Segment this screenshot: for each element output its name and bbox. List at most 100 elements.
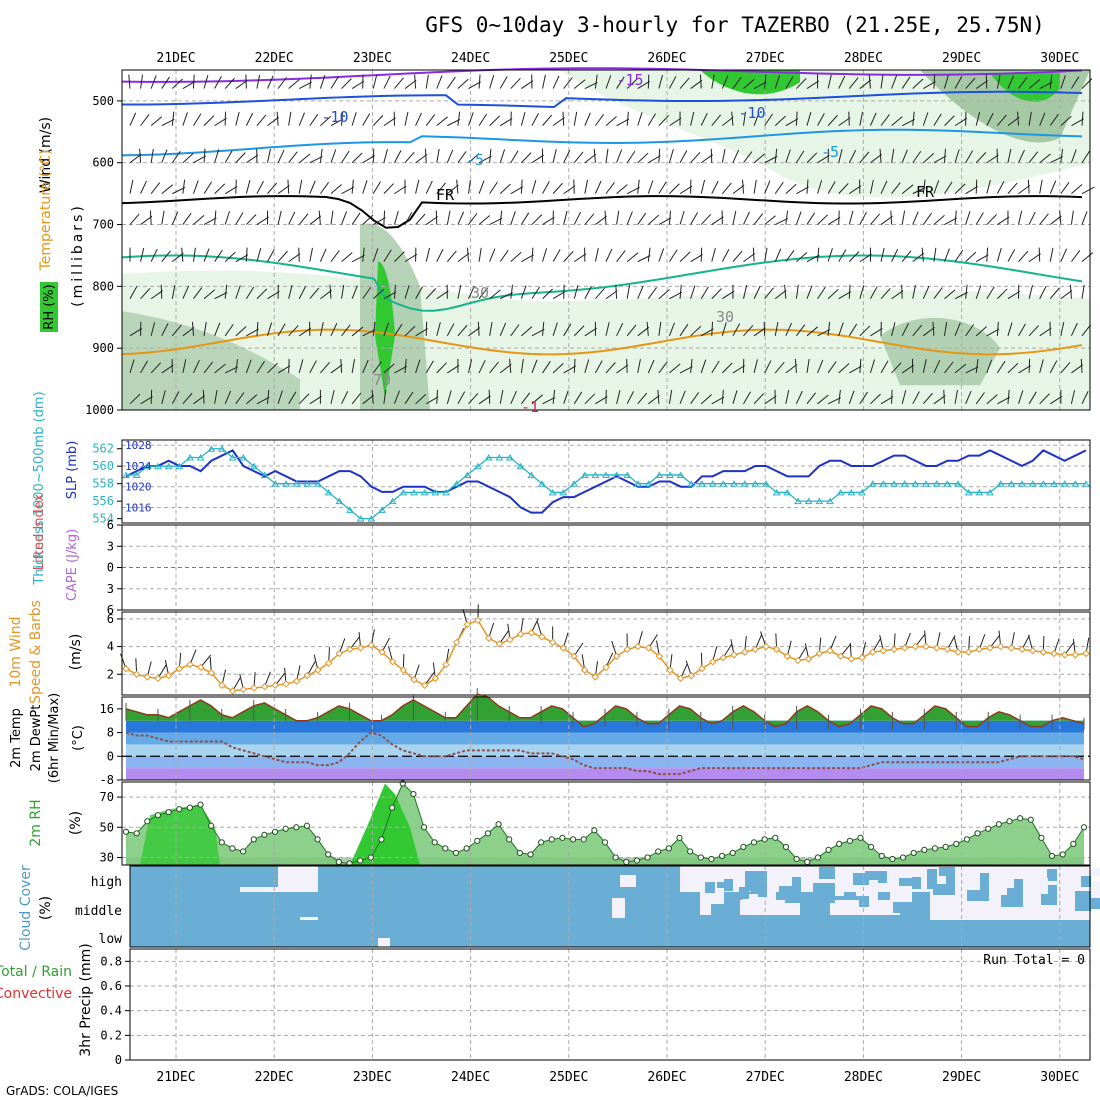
- wind-barb: [838, 322, 844, 336]
- wind10-marker: [634, 642, 642, 651]
- thickness-marker: [420, 488, 429, 496]
- wind-barb: [383, 149, 388, 163]
- wind-barb: [1081, 324, 1092, 337]
- wind10-marker: [463, 620, 472, 629]
- wind-barb: [986, 154, 999, 164]
- wind-barb: [901, 118, 915, 127]
- contour-label: 70: [373, 371, 391, 389]
- rh-marker: [644, 854, 651, 861]
- wind-barb: [150, 322, 156, 336]
- wind-barb: [711, 216, 724, 225]
- wind-barb: [277, 185, 290, 195]
- wind-barb: [415, 328, 428, 337]
- wind-barb: [880, 215, 893, 225]
- cloud-patch: [1004, 872, 1014, 888]
- rh-fill-high: [350, 783, 420, 865]
- wind10-marker: [836, 652, 845, 660]
- wind-barb: [404, 111, 409, 126]
- wind-barb: [669, 75, 677, 89]
- wind-barb: [531, 286, 540, 299]
- wind-barb: [838, 75, 846, 89]
- wind-barb: [679, 211, 685, 225]
- wind10-marker: [538, 633, 546, 641]
- wind-barb: [1018, 77, 1028, 89]
- wind-barb: [827, 74, 832, 89]
- wind-barb: [298, 393, 310, 405]
- wind-barb: [743, 325, 754, 337]
- wind-barb: [172, 252, 184, 263]
- wind-barb: [1059, 210, 1062, 225]
- wind-barb: [214, 183, 226, 194]
- wind-barb: [362, 359, 369, 374]
- wind10-marker: [164, 671, 173, 680]
- thickness-marker: [954, 480, 962, 487]
- wind-barb: [478, 215, 491, 225]
- wind-barb: [573, 253, 587, 263]
- wind-barb: [954, 210, 957, 225]
- wind-barb: [478, 155, 492, 164]
- thickness-marker: [783, 488, 792, 496]
- wind-barb: [1049, 215, 1062, 225]
- dewpoint-line: [125, 731, 1085, 776]
- wind-barb: [330, 184, 342, 195]
- wind-barb: [372, 181, 381, 194]
- wind-barb: [1028, 285, 1033, 299]
- contour-minus15: [121, 67, 1083, 83]
- wind-barb: [943, 148, 946, 163]
- cloud-patch: [927, 869, 937, 889]
- wind-barb: [383, 75, 391, 89]
- thickness-marker: [282, 480, 290, 487]
- wind-barb: [986, 328, 1000, 337]
- wind-barb: [1060, 248, 1067, 262]
- wind-barb: [573, 79, 586, 89]
- footer-credit: GrADS: COLA/IGES: [6, 1084, 118, 1098]
- wind-barb: [457, 252, 470, 263]
- thickness-marker: [356, 515, 365, 522]
- rh2m-panel: 70 50 30: [100, 780, 1091, 867]
- wind-barb: [468, 327, 481, 337]
- wind-barb: [140, 247, 145, 262]
- wind10-marker: [559, 644, 568, 652]
- wind-barb: [880, 114, 890, 126]
- wind-barb: [996, 360, 1006, 374]
- wind-barb: [870, 286, 878, 299]
- wind-barb: [616, 364, 629, 374]
- wind-barb: [732, 323, 741, 337]
- thickness-marker: [399, 488, 408, 496]
- wind-barb: [679, 366, 693, 374]
- cloud-patch: [896, 870, 912, 878]
- rh-marker: [538, 839, 545, 846]
- rh-marker: [208, 822, 215, 829]
- wind10-marker: [388, 658, 397, 666]
- thickness-line: [126, 448, 1086, 520]
- wind-barb: [373, 217, 386, 225]
- wind10-marker: [1050, 649, 1058, 658]
- y-tick-label: 2: [107, 667, 114, 681]
- wind-barb: [309, 156, 323, 164]
- wind-barb: [774, 289, 787, 300]
- wind-barb: [468, 285, 475, 299]
- cloud-patch: [828, 888, 844, 896]
- wind-barb: [235, 285, 241, 299]
- wind10-marker: [911, 642, 920, 651]
- wind-barb: [224, 150, 233, 163]
- wind-barb: [309, 180, 316, 194]
- wind-barb: [351, 392, 362, 405]
- wind-barb: [436, 389, 438, 404]
- rh-marker: [921, 846, 928, 854]
- wind-barb: [595, 287, 605, 300]
- wind-barb: [563, 323, 572, 337]
- wind-barb: [510, 77, 521, 89]
- wind-barb: [224, 211, 231, 225]
- wind-barb: [341, 324, 351, 337]
- wind-barb: [859, 211, 867, 225]
- wind10-marker: [975, 645, 984, 654]
- wind10-marker: [570, 652, 578, 660]
- wind-barb: [573, 285, 579, 299]
- rh-marker: [431, 839, 438, 846]
- wind-barb: [996, 114, 1007, 126]
- wind-barb: [658, 74, 663, 89]
- wind-barb: [203, 248, 210, 262]
- wind-barb: [235, 212, 244, 225]
- rh-marker: [910, 849, 917, 857]
